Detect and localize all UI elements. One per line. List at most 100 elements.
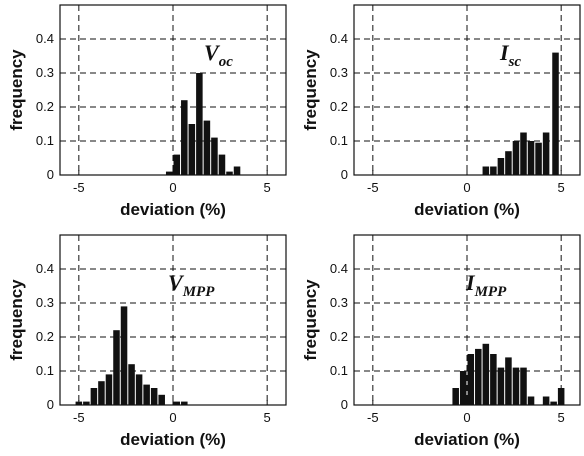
panel-label: IMPP bbox=[465, 270, 507, 300]
histogram-bar bbox=[520, 132, 527, 175]
x-tick-label: -5 bbox=[73, 180, 85, 195]
y-tick-label: 0.4 bbox=[36, 261, 54, 276]
histogram-bar bbox=[98, 381, 105, 405]
y-axis-label: frequency bbox=[301, 279, 320, 361]
histogram-bar bbox=[128, 364, 135, 405]
y-tick-label: 0 bbox=[341, 397, 348, 412]
histogram-bar bbox=[505, 151, 512, 175]
histogram-bar bbox=[542, 132, 550, 175]
x-tick-label: 5 bbox=[264, 410, 271, 425]
histogram-bar bbox=[143, 384, 150, 405]
panel-label: Voc bbox=[204, 40, 233, 70]
x-tick-label: 5 bbox=[264, 180, 271, 195]
histogram-bar bbox=[211, 137, 218, 175]
histogram-bar bbox=[512, 367, 520, 405]
x-tick-label: -5 bbox=[367, 180, 379, 195]
y-tick-label: 0.1 bbox=[330, 363, 348, 378]
histogram-bar bbox=[113, 330, 120, 405]
histogram-bar bbox=[158, 394, 165, 405]
histogram-bar bbox=[173, 154, 181, 175]
panel-label-subscript: oc bbox=[219, 54, 234, 70]
histogram-bar bbox=[233, 166, 241, 175]
histogram-bar bbox=[150, 388, 158, 405]
y-tick-label: 0.2 bbox=[330, 329, 348, 344]
y-tick-label: 0.1 bbox=[36, 363, 54, 378]
histogram-bar bbox=[181, 100, 188, 175]
histogram-bar bbox=[557, 388, 565, 405]
histogram-bar bbox=[490, 354, 497, 405]
y-tick-label: 0.1 bbox=[330, 133, 348, 148]
histogram-bar bbox=[520, 367, 527, 405]
y-tick-label: 0.4 bbox=[36, 31, 54, 46]
histogram-bar bbox=[181, 401, 188, 405]
y-tick-label: 0.4 bbox=[330, 31, 348, 46]
histogram-bar bbox=[218, 154, 226, 175]
histogram-bar bbox=[497, 158, 505, 175]
x-tick-label: 5 bbox=[558, 410, 565, 425]
histogram-bar bbox=[83, 401, 90, 405]
histogram-bar bbox=[165, 171, 173, 175]
histogram-bar bbox=[475, 348, 482, 405]
histogram-bar bbox=[512, 141, 520, 175]
histogram-panel: 0 0.1 0.2 0.3 0.4 -5 0 5 deviation (%) frequency V… bbox=[7, 4, 287, 219]
x-axis-label: deviation (%) bbox=[120, 200, 226, 219]
histogram-panel: 0 0.1 0.2 0.3 0.4 -5 0 5 deviation (%) frequency I… bbox=[301, 234, 581, 449]
panel-label-symbol: V bbox=[204, 40, 221, 65]
x-tick-label: 0 bbox=[463, 180, 470, 195]
histogram-bar bbox=[226, 171, 233, 175]
histogram-bar bbox=[90, 388, 98, 405]
panel-label-subscript: MPP bbox=[182, 284, 216, 300]
histogram-bar bbox=[550, 401, 557, 405]
x-tick-label: -5 bbox=[73, 410, 85, 425]
histogram-bar bbox=[196, 73, 203, 175]
histogram-panel: 0 0.1 0.2 0.3 0.4 -5 0 5 deviation (%) frequency I… bbox=[301, 4, 581, 219]
histogram-bar bbox=[552, 52, 559, 175]
histogram-bar bbox=[459, 371, 467, 405]
panel-label-subscript: sc bbox=[508, 54, 522, 70]
y-tick-label: 0.2 bbox=[330, 99, 348, 114]
y-axis-label: frequency bbox=[301, 49, 320, 131]
x-tick-label: 0 bbox=[169, 180, 176, 195]
y-tick-label: 0 bbox=[341, 167, 348, 182]
histogram-bar bbox=[527, 396, 535, 405]
y-tick-label: 0 bbox=[47, 167, 54, 182]
panel-label: Isc bbox=[499, 40, 521, 70]
histogram-bar bbox=[105, 374, 113, 405]
panel-label-subscript: MPP bbox=[474, 284, 508, 300]
histogram-panel: 0 0.1 0.2 0.3 0.4 -5 0 5 deviation (%) frequency V… bbox=[7, 234, 287, 449]
y-axis-label: frequency bbox=[7, 49, 26, 131]
y-tick-label: 0.3 bbox=[330, 295, 348, 310]
y-tick-label: 0.3 bbox=[36, 295, 54, 310]
histogram-bar bbox=[467, 354, 475, 405]
x-tick-label: -5 bbox=[367, 410, 379, 425]
histogram-bar bbox=[535, 142, 542, 175]
histogram-bar bbox=[497, 367, 505, 405]
histogram-bar bbox=[135, 374, 143, 405]
histogram-bar bbox=[120, 306, 128, 405]
histogram-bar bbox=[173, 401, 181, 405]
y-axis-label: frequency bbox=[7, 279, 26, 361]
y-tick-label: 0.4 bbox=[330, 261, 348, 276]
histogram-bar bbox=[490, 166, 497, 175]
panel-label-symbol: I bbox=[499, 40, 510, 65]
x-axis-label: deviation (%) bbox=[414, 430, 520, 449]
x-axis-label: deviation (%) bbox=[120, 430, 226, 449]
x-tick-label: 5 bbox=[558, 180, 565, 195]
x-axis-label: deviation (%) bbox=[414, 200, 520, 219]
y-tick-label: 0.2 bbox=[36, 329, 54, 344]
y-tick-label: 0.3 bbox=[330, 65, 348, 80]
histogram-bar bbox=[188, 124, 196, 175]
panel-label: VMPP bbox=[168, 270, 215, 300]
y-tick-label: 0 bbox=[47, 397, 54, 412]
panel-label-symbol: V bbox=[168, 270, 185, 295]
panel-label-symbol: I bbox=[465, 270, 476, 295]
histogram-bar bbox=[482, 166, 490, 175]
x-tick-label: 0 bbox=[169, 410, 176, 425]
histogram-bar bbox=[452, 388, 459, 405]
y-tick-label: 0.3 bbox=[36, 65, 54, 80]
y-tick-label: 0.2 bbox=[36, 99, 54, 114]
x-tick-label: 0 bbox=[463, 410, 470, 425]
y-tick-label: 0.1 bbox=[36, 133, 54, 148]
histogram-bar bbox=[505, 357, 512, 405]
